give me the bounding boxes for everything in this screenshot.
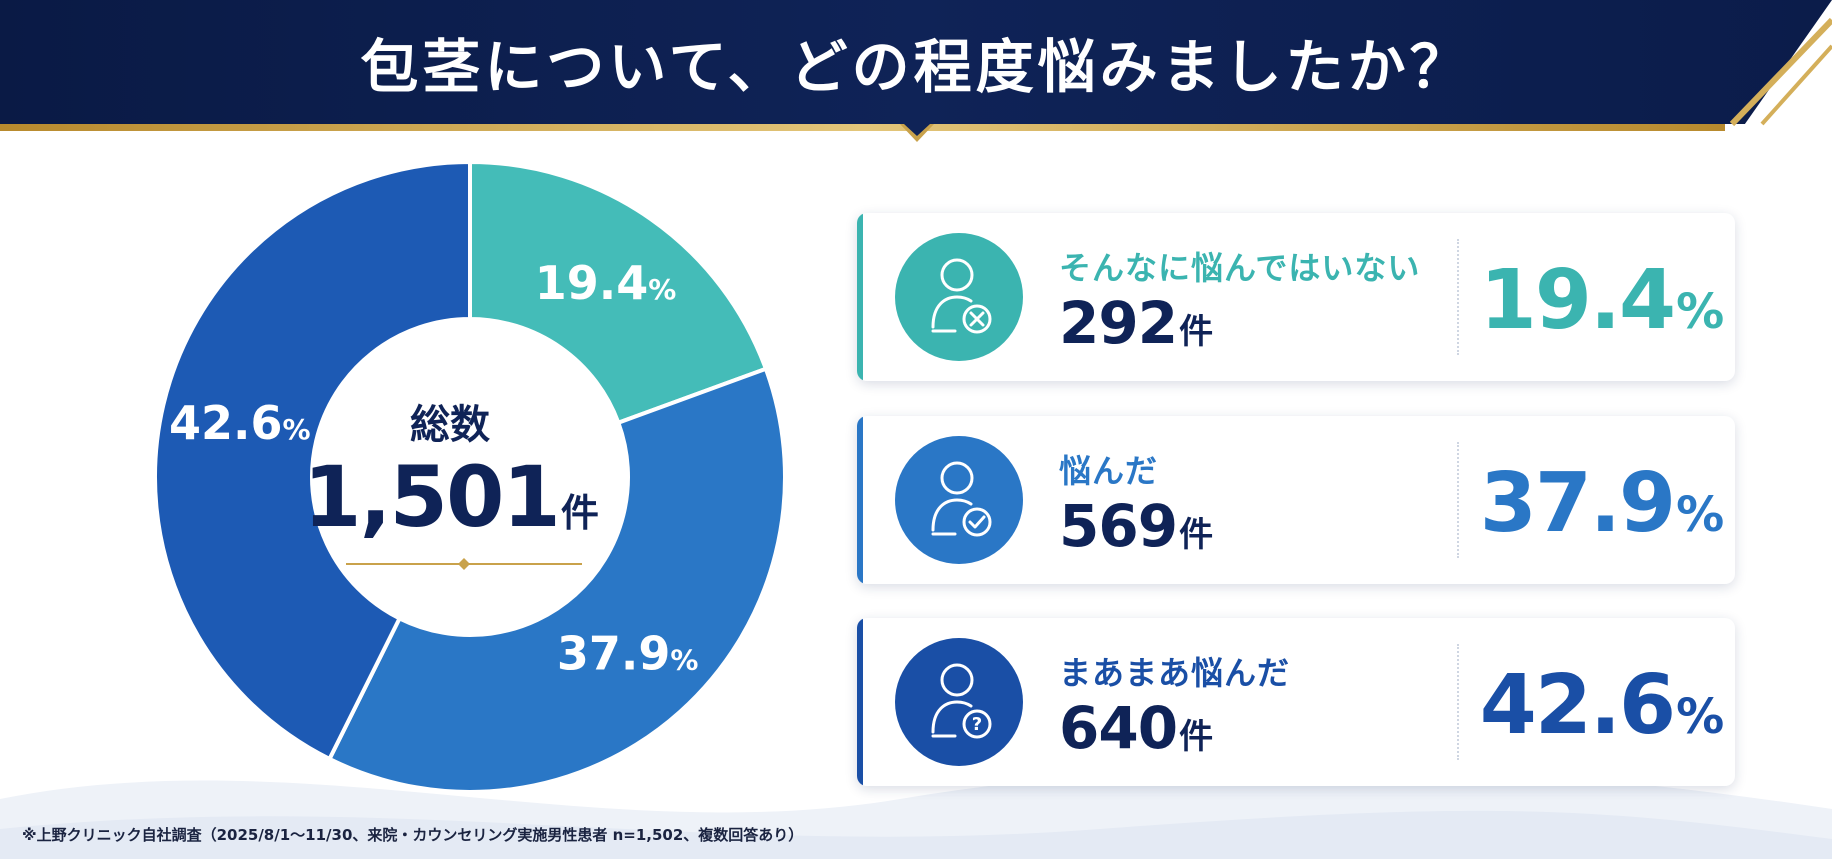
user-x-icon bbox=[895, 233, 1023, 361]
card-count-unit: 件 bbox=[1179, 717, 1213, 757]
header-notch bbox=[900, 124, 934, 142]
card-count-unit: 件 bbox=[1179, 515, 1213, 555]
card-divider bbox=[1457, 239, 1459, 355]
card-percent-value: 42.6 bbox=[1479, 658, 1676, 753]
donut-slice-label: 42.6% bbox=[169, 396, 311, 450]
svg-text:?: ? bbox=[972, 714, 982, 735]
card-percent: 42.6% bbox=[1467, 658, 1735, 753]
donut-hole bbox=[314, 321, 626, 633]
result-card-not-worried: そんなに悩んではいない 292件 19.4% bbox=[857, 213, 1735, 381]
card-label: そんなに悩んではいない bbox=[1059, 249, 1421, 287]
card-label: まあまあ悩んだ bbox=[1059, 654, 1291, 692]
header-banner bbox=[0, 0, 1832, 124]
card-percent: 37.9% bbox=[1467, 456, 1735, 551]
donut-slice bbox=[468, 162, 769, 426]
footnote: ※上野クリニック自社調査（2025/8/1〜11/30、来院・カウンセリング実施… bbox=[22, 826, 804, 844]
card-percent-symbol: % bbox=[1676, 284, 1724, 340]
card-percent: 19.4% bbox=[1467, 253, 1735, 348]
center-caption: 総数 bbox=[410, 402, 490, 448]
card-count: 292件 bbox=[1059, 289, 1213, 357]
donut-slice-label: 37.9% bbox=[557, 626, 699, 680]
card-count: 569件 bbox=[1059, 492, 1213, 560]
card-label: 悩んだ bbox=[1059, 452, 1159, 490]
center-total-unit: 件 bbox=[560, 491, 599, 535]
user-question-icon: ? bbox=[895, 638, 1023, 766]
header-gold-line bbox=[0, 124, 1725, 131]
donut-slice-label: 19.4% bbox=[535, 256, 677, 310]
card-divider bbox=[1457, 442, 1459, 558]
result-card-worried: 悩んだ 569件 37.9% bbox=[857, 416, 1735, 584]
donut-slice bbox=[326, 366, 785, 792]
center-total-value: 1,501 bbox=[303, 448, 561, 546]
user-check-icon bbox=[895, 436, 1023, 564]
header-corner-decoration bbox=[1729, 0, 1832, 131]
card-count-value: 569 bbox=[1059, 492, 1178, 560]
result-card-somewhat-worried: ? まあまあ悩んだ 640件 42.6% bbox=[857, 618, 1735, 786]
card-accent-bar bbox=[857, 416, 863, 584]
card-percent-symbol: % bbox=[1676, 487, 1724, 543]
donut-slice bbox=[155, 162, 472, 762]
card-count-value: 640 bbox=[1059, 694, 1178, 762]
page-title: 包茎について、どの程度悩みましたか？ bbox=[360, 33, 1472, 101]
card-percent-value: 19.4 bbox=[1479, 253, 1676, 348]
card-count-value: 292 bbox=[1059, 289, 1178, 357]
center-divider bbox=[346, 558, 582, 570]
center-total: 1,501件 bbox=[300, 448, 600, 546]
donut-chart: 19.4% 37.9% 42.6% bbox=[155, 162, 785, 792]
card-count-unit: 件 bbox=[1179, 312, 1213, 352]
card-accent-bar bbox=[857, 618, 863, 786]
card-count: 640件 bbox=[1059, 694, 1213, 762]
card-percent-value: 37.9 bbox=[1479, 456, 1676, 551]
background-wave bbox=[0, 766, 1832, 859]
card-divider bbox=[1457, 644, 1459, 760]
card-accent-bar bbox=[857, 213, 863, 381]
card-percent-symbol: % bbox=[1676, 689, 1724, 745]
